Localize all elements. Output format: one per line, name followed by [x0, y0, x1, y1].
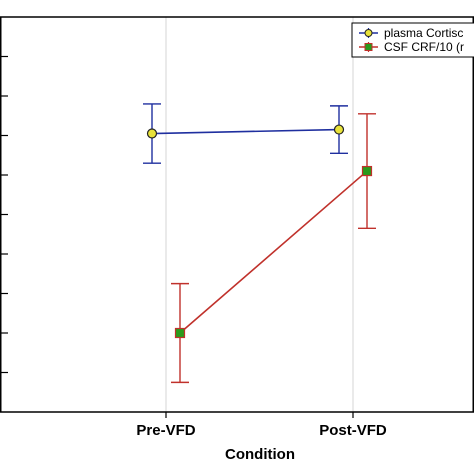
x-axis-tick-labels: Pre-VFD Post-VFD: [136, 412, 387, 439]
data-point: [174, 327, 186, 339]
legend-entry: plasma Cortisc: [359, 26, 463, 40]
x-tick-label: Pre-VFD: [136, 422, 195, 439]
x-tick-label: Post-VFD: [319, 422, 387, 439]
series-line: [179, 170, 368, 334]
legend-box: [351, 22, 474, 58]
data-point: [333, 124, 345, 135]
legend-label: CSF CRF/10 (r: [384, 40, 464, 54]
data-point: [146, 128, 158, 139]
data-point: [361, 165, 373, 177]
legend-marker: [364, 43, 373, 51]
plot-area-frame: [0, 16, 474, 413]
y-axis-ticks: [0, 55, 8, 374]
legend-entry: CSF CRF/10 (r: [359, 40, 464, 54]
legend-label: plasma Cortisc: [384, 26, 463, 40]
x-axis-title: Condition: [225, 446, 295, 463]
series-1: [143, 103, 348, 164]
series-line: [151, 128, 340, 135]
series-group: [143, 103, 376, 384]
series-2: [171, 113, 376, 384]
legend-marker: [364, 29, 373, 37]
grid-lines: [165, 17, 354, 412]
